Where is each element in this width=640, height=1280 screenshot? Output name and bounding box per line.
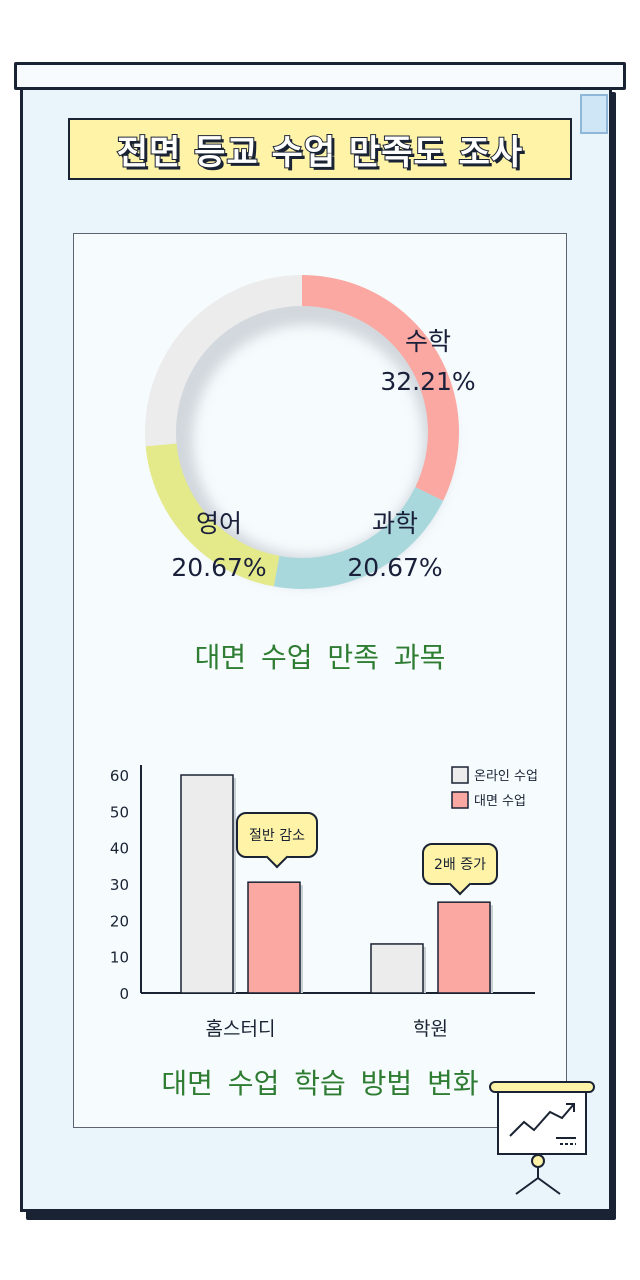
presentation-board-icon	[489, 1081, 595, 1195]
legend-swatch	[451, 791, 469, 809]
bar-caption: 대면 수업 학습 방법 변화	[161, 1067, 479, 1100]
annotation-bubble-homestudy: 절반 감소	[236, 812, 318, 858]
y-tick-label: 40	[110, 840, 129, 858]
legend-label: 온라인 수업	[474, 769, 538, 784]
y-tick-label: 30	[110, 876, 129, 894]
donut-slice	[273, 487, 444, 589]
legend-swatch	[451, 766, 469, 784]
y-tick-label: 60	[110, 767, 129, 785]
board-top-bar	[14, 62, 626, 90]
y-tick-label: 50	[110, 803, 129, 821]
x-tick-label: 홈스터디	[206, 1018, 276, 1040]
legend-label: 대면 수업	[474, 794, 526, 809]
slice-label: 과학	[372, 509, 418, 538]
bar	[180, 774, 234, 994]
slice-label: 수학	[405, 327, 451, 356]
donut-slice	[302, 275, 459, 501]
annotation-text: 2배 증가	[434, 857, 486, 873]
page-title: 전면 등교 수업 만족도 조사	[116, 132, 524, 174]
donut-chart: 수학 32.21% 과학 20.67% 영어 20.67%	[144, 275, 476, 589]
donut-slice	[145, 443, 280, 587]
slice-label: 영어	[196, 509, 242, 538]
bar	[437, 901, 491, 994]
y-tick-label: 20	[110, 912, 129, 930]
tape-decoration	[580, 94, 608, 134]
donut-caption: 대면 수업 만족 과목	[194, 641, 446, 674]
y-tick-label: 10	[110, 949, 129, 967]
annotation-bubble-academy: 2배 증가	[422, 843, 498, 885]
slice-value-label: 20.67%	[347, 553, 442, 582]
bar	[370, 943, 424, 994]
annotation-text: 절반 감소	[249, 828, 305, 844]
slice-value-label: 20.67%	[171, 553, 266, 582]
donut-slice	[144, 275, 302, 447]
slice-value-label: 32.21%	[380, 367, 475, 396]
x-tick-label: 학원	[413, 1018, 448, 1040]
title-box: 전면 등교 수업 만족도 조사	[68, 118, 572, 180]
y-tick-label: 0	[119, 985, 129, 1003]
bar	[247, 881, 301, 994]
